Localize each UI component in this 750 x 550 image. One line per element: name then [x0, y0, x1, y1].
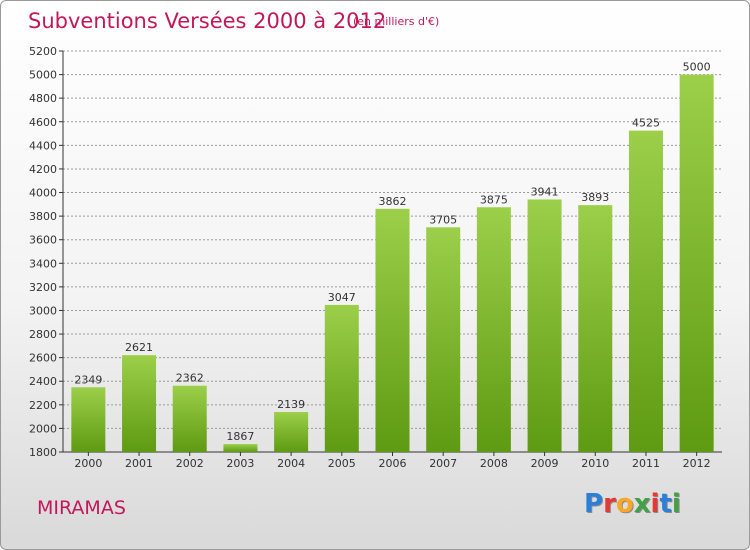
y-tick-label: 3600	[29, 234, 57, 247]
x-tick-label: 2004	[277, 457, 305, 470]
bar-value-label: 3705	[429, 213, 457, 226]
y-tick-label: 5000	[29, 69, 57, 82]
bar	[527, 199, 562, 452]
x-tick-label: 2002	[176, 457, 204, 470]
x-tick-label: 2003	[226, 457, 254, 470]
x-tick-label: 2000	[74, 457, 102, 470]
logo-letter: i	[650, 489, 660, 519]
bar-value-label: 1867	[226, 430, 254, 443]
logo-letter: P	[584, 489, 604, 519]
y-tick-label: 4400	[29, 139, 57, 152]
bar-series	[71, 74, 714, 453]
y-tick-labels: 1800 2000 2200 2400 2600 2800 3000 3200 3400 3600…	[29, 45, 57, 459]
x-tick-label: 2009	[531, 457, 559, 470]
y-tick-label: 2800	[29, 328, 57, 341]
y-tick-label: 3800	[29, 210, 57, 223]
x-tick-labels: 2000 2001 2002 2003 2004 2005 2006 2007 2008 2009…	[74, 457, 710, 470]
x-tick-label: 2001	[125, 457, 153, 470]
bar	[274, 412, 309, 452]
y-tick-label: 4000	[29, 187, 57, 200]
bar	[679, 74, 714, 453]
bar	[578, 205, 613, 452]
x-tick-label: 2012	[683, 457, 711, 470]
y-tick-label: 5200	[29, 45, 57, 58]
chart-title: Subventions Versées 2000 à 2012	[28, 9, 387, 33]
y-tick-label: 3000	[29, 304, 57, 317]
city-name: MIRAMAS	[37, 497, 126, 519]
y-tick-label: 2400	[29, 375, 57, 388]
y-tick-label: 4600	[29, 116, 57, 129]
bar	[324, 304, 359, 452]
bar	[172, 385, 207, 452]
logo-letter: r	[603, 489, 616, 519]
y-tick-label: 3400	[29, 257, 57, 270]
data-labels: 2349 2621 2362 1867 2139 3047 3862 3705 3875 3941…	[74, 61, 710, 444]
bar-value-label: 2349	[74, 373, 102, 386]
x-tick-label: 2010	[581, 457, 609, 470]
y-tick-label: 4800	[29, 92, 57, 105]
bar	[426, 227, 461, 452]
bar-value-label: 3862	[379, 195, 407, 208]
bar-value-label: 2621	[125, 341, 153, 354]
x-tick-label: 2011	[632, 457, 660, 470]
x-tick-label: 2006	[379, 457, 407, 470]
chart-subtitle: (en milliers d'€)	[353, 15, 440, 28]
y-tick-label: 3200	[29, 281, 57, 294]
bar-value-label: 5000	[683, 61, 711, 74]
y-tick-label: 1800	[29, 446, 57, 459]
bar	[122, 355, 157, 452]
logo-letter: o	[615, 489, 634, 519]
x-tick-label: 2007	[429, 457, 457, 470]
bar-value-label: 3941	[531, 185, 559, 198]
bar-value-label: 4525	[632, 117, 660, 130]
logo-letter: t	[659, 489, 672, 519]
x-tick-label: 2008	[480, 457, 508, 470]
y-tick-label: 4200	[29, 163, 57, 176]
y-tick-label: 2200	[29, 399, 57, 412]
bar	[223, 444, 258, 452]
logo-letter: x	[633, 489, 651, 519]
bar	[71, 387, 106, 452]
bar	[628, 130, 663, 452]
bar-value-label: 3047	[328, 291, 356, 304]
logo-letter: i	[671, 489, 681, 519]
x-tick-label: 2005	[328, 457, 356, 470]
y-tick-label: 2600	[29, 352, 57, 365]
bar-value-label: 3893	[581, 191, 609, 204]
proxiti-logo[interactable]: Proxiti	[584, 489, 694, 529]
bar-value-label: 2362	[176, 372, 204, 385]
bar	[375, 208, 410, 452]
bar-value-label: 2139	[277, 398, 305, 411]
bar-value-label: 3875	[480, 193, 508, 206]
y-tick-label: 2000	[29, 422, 57, 435]
bar	[476, 207, 511, 452]
